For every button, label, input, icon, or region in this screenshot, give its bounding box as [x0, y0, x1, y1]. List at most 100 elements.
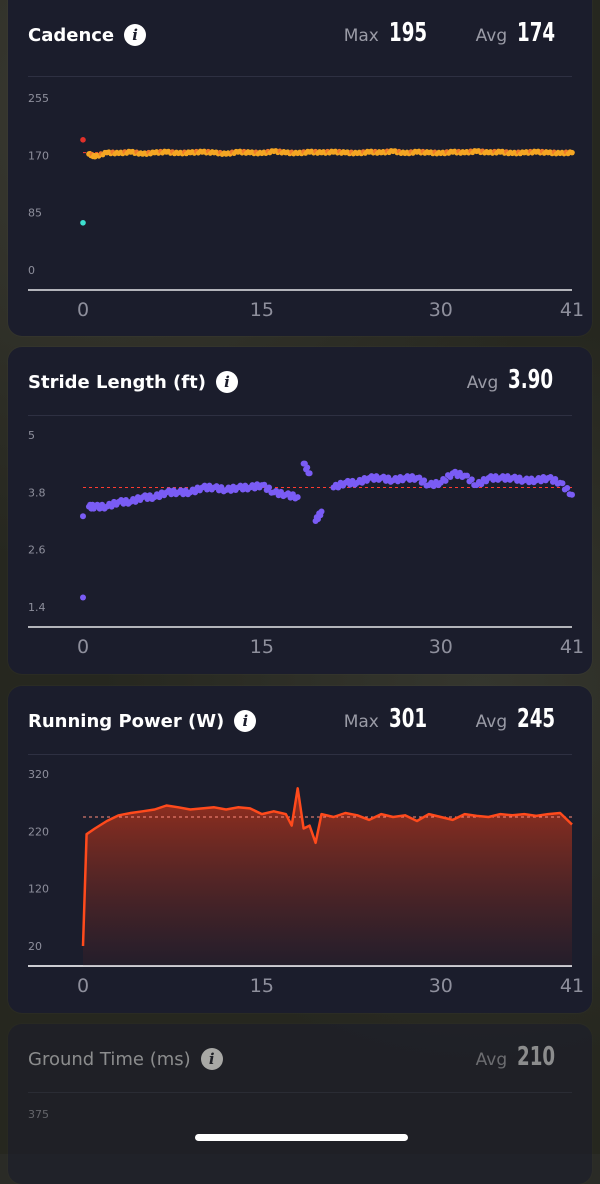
ground-time-title: Ground Time (ms) i — [28, 1048, 223, 1070]
cadence-point — [448, 148, 454, 154]
cadence-point — [507, 149, 513, 155]
stride-point — [506, 476, 513, 483]
stride-title: Stride Length (ft) i — [28, 371, 238, 393]
ground-time-header: Ground Time (ms) i Avg 210 — [28, 1024, 566, 1090]
cadence-point — [543, 149, 549, 154]
cadence-point — [484, 148, 489, 154]
stride-point — [304, 464, 311, 471]
cadence-point — [150, 149, 155, 155]
stride-point — [292, 495, 299, 502]
header-divider — [28, 754, 572, 755]
cadence-card[interactable]: Cadence i Max 195 Avg 174 255 170 85 0 0 15 30… — [8, 0, 592, 336]
avg-value: 210 — [517, 1042, 556, 1072]
cadence-point — [376, 149, 382, 154]
stride-point — [173, 491, 180, 498]
cadence-stats: Max 195 Avg 174 — [344, 18, 566, 48]
cadence-point — [174, 149, 179, 155]
info-icon[interactable]: i — [215, 371, 238, 393]
stride-point — [220, 488, 227, 495]
power-line — [81, 787, 573, 947]
cadence-point — [519, 149, 525, 155]
cadence-point — [281, 148, 287, 154]
cadence-point — [460, 149, 466, 154]
power-stats: Max 301 Avg 245 — [344, 704, 566, 734]
stride-point — [468, 476, 475, 483]
y-tick-label: 2.6 — [28, 544, 46, 557]
y-tick-label: 220 — [28, 825, 49, 838]
cadence-point — [531, 148, 537, 154]
stride-card[interactable]: Stride Length (ft) i Avg 3.90 5 3.8 2.6 1.4… — [8, 347, 592, 674]
y-tick-label: 170 — [28, 149, 49, 162]
cadence-point — [209, 149, 215, 154]
cadence-point — [400, 149, 406, 155]
stride-point — [192, 489, 199, 496]
stride-header: Stride Length (ft) i Avg 3.90 — [28, 347, 566, 413]
max-label: Max — [343, 26, 379, 46]
stride-point — [137, 496, 144, 503]
stride-point — [244, 486, 251, 493]
stride-point — [442, 477, 449, 484]
cadence-point — [388, 148, 394, 153]
stride-point — [156, 494, 163, 501]
x-tick-label: 41 — [560, 299, 584, 321]
cadence-point — [162, 148, 167, 154]
stride-point — [108, 503, 115, 510]
cadence-point — [472, 148, 477, 153]
y-tick-label: 120 — [28, 883, 49, 896]
power-card[interactable]: Running Power (W) i Max 301 Avg 245 320 2… — [8, 686, 592, 1013]
stride-point — [340, 482, 347, 489]
power-title: Running Power (W) i — [28, 710, 257, 732]
power-area — [83, 788, 572, 966]
ground-time-card[interactable]: Ground Time (ms) i Avg 210 375 — [8, 1024, 592, 1184]
y-tick-label: 5 — [28, 429, 35, 442]
cadence-point — [555, 149, 561, 155]
stride-point — [256, 484, 263, 491]
cadence-point — [412, 148, 418, 154]
cadence-point — [138, 150, 144, 156]
header-divider — [28, 76, 572, 77]
cadence-point — [80, 219, 86, 226]
power-title-label: Running Power (W) — [28, 710, 225, 732]
stride-point — [564, 485, 571, 492]
stride-stats: Avg 3.90 — [467, 365, 566, 395]
cadence-point — [269, 148, 275, 154]
stride-point — [317, 512, 324, 519]
x-tick-label: 30 — [429, 299, 453, 321]
stride-point — [363, 477, 370, 484]
cadence-point — [80, 137, 86, 143]
max-value: 195 — [388, 18, 427, 48]
y-tick-label: 0 — [28, 264, 35, 277]
home-indicator[interactable] — [195, 1134, 408, 1141]
stride-point — [280, 493, 287, 500]
info-icon[interactable]: i — [124, 24, 147, 46]
header-divider — [28, 1092, 572, 1093]
stride-point — [266, 484, 273, 491]
cadence-chart[interactable]: 255 170 85 0 0 15 30 41 — [8, 0, 592, 336]
ground-time-chart[interactable]: 375 — [8, 1024, 592, 1154]
power-chart[interactable]: 320 220 120 20 0 15 30 41 — [8, 686, 592, 1013]
x-tick-label: 0 — [77, 975, 89, 997]
cadence-point — [436, 149, 442, 155]
stride-point — [421, 477, 428, 484]
cadence-point — [221, 150, 227, 156]
stride-chart[interactable]: 5 3.8 2.6 1.4 0 15 30 41 — [8, 347, 592, 674]
stride-point — [552, 475, 559, 482]
stride-point — [184, 491, 191, 498]
stride-point — [464, 472, 471, 479]
cadence-point — [185, 149, 191, 155]
x-tick-label: 30 — [429, 636, 453, 658]
cadence-point — [257, 149, 263, 155]
x-tick-label: 0 — [77, 636, 89, 658]
stride-point — [90, 505, 97, 512]
info-icon[interactable]: i — [234, 710, 257, 732]
cadence-point — [197, 148, 203, 154]
cadence-point — [567, 149, 573, 155]
stride-point — [161, 492, 168, 499]
stride-point — [359, 479, 366, 486]
stride-point — [478, 481, 485, 488]
info-icon[interactable]: i — [200, 1048, 223, 1070]
stride-point — [459, 474, 466, 481]
cadence-point — [364, 148, 370, 154]
power-header: Running Power (W) i Max 301 Avg 245 — [28, 686, 566, 752]
y-tick-label: 375 — [28, 1108, 49, 1121]
